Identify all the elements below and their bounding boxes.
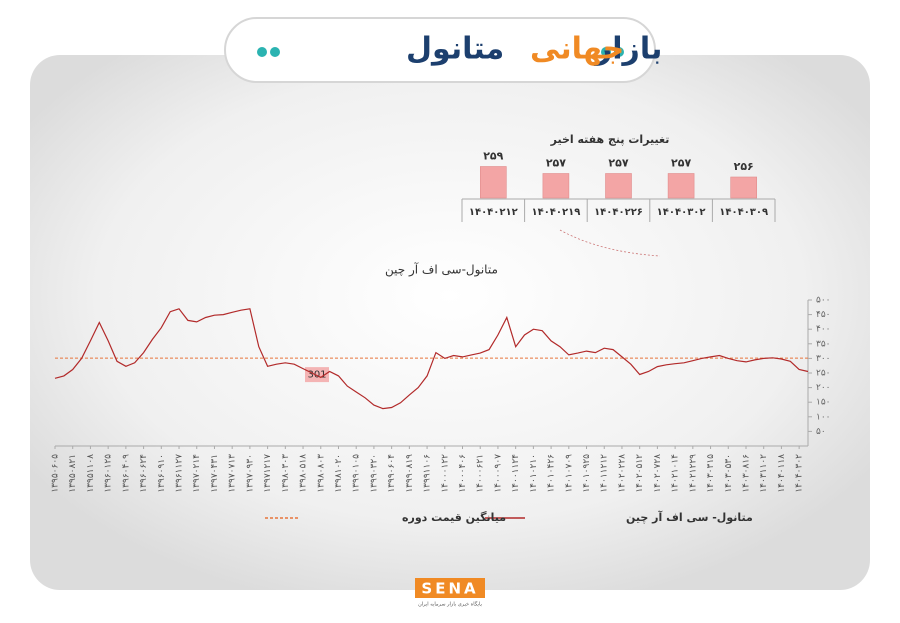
- x-tick-label: ۱۳۹۷۰۴۳۱: [210, 454, 220, 493]
- chart-title: تغییرات پنج هفته اخیر: [550, 133, 670, 146]
- value-label: ۲۵۹: [483, 150, 503, 163]
- bar: [479, 166, 507, 199]
- x-tick-label: ۱۴۰۳۰۸۱۶: [741, 454, 751, 493]
- average-label-box: [305, 367, 329, 383]
- x-tick-label: ۱۳۹۵۱۱۰۸: [86, 454, 96, 493]
- y-tick-label: ۴۵۰: [816, 310, 831, 320]
- x-tick-label: ۱۳۹۸۰۸۰۳: [316, 454, 326, 493]
- x-tick-label: ۱۳۹۹۰۸۱۹: [405, 454, 415, 493]
- y-tick-label: ۳۰۰: [816, 354, 831, 364]
- x-tick-label: ۱۴۰۴۰۲۱۲: [469, 207, 518, 218]
- x-tick-label: ۱۴۰۴۰۲۱۹: [531, 207, 580, 218]
- x-tick-label: ۱۴۰۴۰۳۰۲: [795, 454, 805, 493]
- logo-tagline: پایگاه خبری بازار سرمایه ایران: [418, 601, 482, 608]
- x-tick-label: ۱۴۰۰۱۱۲۴: [511, 454, 521, 493]
- legend-label: متانول- سی اف آر چین: [626, 510, 753, 524]
- y-tick-label: ۵۰: [816, 427, 826, 437]
- x-tick-label: ۱۴۰۱۰۲۱۰: [529, 454, 539, 493]
- decor-curve: [559, 229, 661, 257]
- x-tick-label: ۱۳۹۶۰۱۲۵: [104, 454, 114, 493]
- x-tick-label: ۱۴۰۲۰۵۱۲: [635, 454, 645, 493]
- value-label: ۲۵۷: [546, 157, 566, 170]
- quote-marks: [257, 47, 624, 57]
- x-tick-label: ۱۳۹۶۰۶۲۴: [139, 454, 149, 493]
- logo-name: SENA: [421, 580, 478, 598]
- y-tick-label: ۱۵۰: [816, 398, 831, 408]
- x-tick-label: ۱۳۹۹۰۶۰۴: [387, 454, 397, 493]
- panel: [30, 55, 870, 590]
- value-label: ۲۵۶: [734, 160, 754, 173]
- y-tick-label: ۵۰۰: [816, 296, 831, 306]
- bar: [605, 173, 632, 199]
- x-tick-label: ۱۴۰۰۰۶۲۱: [476, 454, 486, 493]
- x-tick-label: ۱۳۹۵۰۶۰۵: [51, 454, 61, 493]
- y-tick-label: ۱۰۰: [816, 412, 831, 422]
- x-tick-label: ۱۴۰۲۰۲۲۸: [617, 454, 627, 493]
- x-tick-label: ۱۴۰۳۰۳۱۵: [706, 454, 716, 493]
- title-word: بازار: [593, 32, 662, 67]
- x-tick-label: ۱۳۹۸۱۰۲۰: [334, 454, 344, 493]
- x-tick-label: ۱۴۰۴۰۱۱۸: [777, 454, 787, 493]
- x-tick-label: ۱۴۰۲۱۰۱۴: [671, 454, 681, 493]
- x-tick-label: ۱۳۹۷۰۲۱۴: [192, 454, 202, 493]
- x-tick-label: ۱۳۹۶۰۹۱۰: [157, 454, 167, 493]
- logo-box: [415, 578, 485, 598]
- chart-title: متانول-سی اف آر چین: [385, 262, 498, 278]
- x-tick-label: ۱۴۰۰۰۹۰۷: [493, 454, 503, 493]
- bar: [667, 173, 695, 199]
- y-tick-label: ۲۰۰: [816, 383, 831, 393]
- title-pill: [224, 17, 656, 83]
- x-tick-label: ۱۴۰۱۰۴۲۶: [547, 454, 557, 493]
- x-tick-label: ۱۴۰۱۰۹۲۵: [582, 454, 592, 493]
- x-tick-label: ۱۳۹۶۱۱۲۷: [175, 454, 185, 493]
- y-tick-label: ۳۵۰: [816, 339, 831, 349]
- price-line: [54, 308, 809, 410]
- x-tick-label: ۱۳۹۷۱۲۱۷: [263, 454, 273, 493]
- x-tick-label: ۱۳۹۹۱۱۰۶: [423, 454, 433, 493]
- x-tick-label: ۱۳۹۹۰۱۰۵: [352, 454, 362, 493]
- x-tick-label: ۱۴۰۴۰۳۰۹: [719, 207, 768, 218]
- x-tick-label: ۱۴۰۳۰۵۳۰: [724, 454, 734, 493]
- x-tick-label: ۱۴۰۴۰۲۲۶: [594, 207, 643, 218]
- x-tick-label: ۱۳۹۷۰۹۳۰: [245, 454, 255, 493]
- x-tick-label: ۱۴۰۴۰۳۰۲: [657, 207, 706, 218]
- bar: [542, 173, 570, 199]
- x-tick-label: ۱۴۰۱۱۲۱۲: [600, 454, 610, 493]
- y-tick-label: ۲۵۰: [816, 369, 831, 379]
- y-tick-label: ۴۰۰: [816, 325, 831, 335]
- x-tick-label: ۱۴۰۱۰۷۰۹: [564, 454, 574, 493]
- title-word: جهانی: [530, 32, 624, 67]
- x-tick-label: ۱۴۰۰۰۱۲۲: [440, 454, 450, 493]
- title-word: متانول: [406, 32, 504, 67]
- legend-label: میانگین قیمت دوره: [402, 511, 506, 524]
- x-tick-label: ۱۴۰۰۰۴۰۶: [458, 454, 468, 493]
- x-tick-label: ۱۳۹۸۰۵۱۸: [299, 454, 309, 493]
- x-tick-label: ۱۳۹۶۰۴۰۹: [121, 454, 131, 493]
- x-tick-label: ۱۳۹۵۰۸۲۱: [68, 454, 78, 493]
- x-tick-label: ۱۳۹۸۰۳۰۳: [281, 454, 291, 493]
- x-tick-label: ۱۴۰۲۱۲۲۹: [688, 454, 698, 493]
- x-tick-label: ۱۳۹۹۰۳۲۰: [369, 454, 379, 493]
- value-label: ۲۵۷: [608, 157, 628, 170]
- x-tick-label: ۱۴۰۲۰۷۲۸: [653, 454, 663, 493]
- x-tick-label: ۱۳۹۷۰۷۱۳: [228, 454, 238, 493]
- value-label: ۲۵۷: [671, 157, 691, 170]
- x-tick-label: ۱۴۰۳۱۱۰۲: [759, 454, 769, 493]
- bar: [730, 176, 758, 199]
